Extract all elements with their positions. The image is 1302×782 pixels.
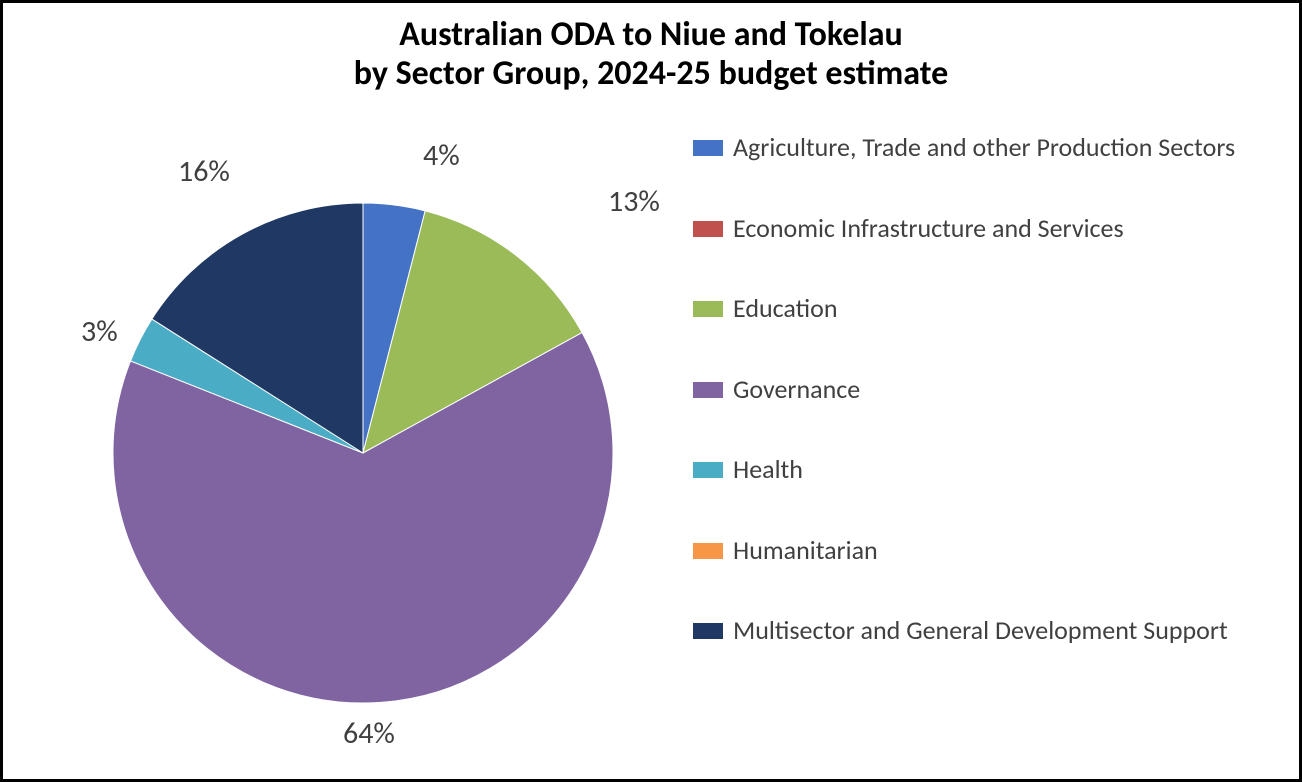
legend-swatch-health (693, 462, 723, 478)
legend-item-agriculture: Agriculture, Trade and other Production … (693, 131, 1283, 164)
legend-item-health: Health (693, 453, 1283, 486)
legend-swatch-governance (693, 382, 723, 398)
slice-label-multisector: 16% (178, 153, 230, 190)
slice-label-health: 3% (81, 313, 118, 350)
slice-label-agriculture: 4% (423, 137, 460, 174)
pie-chart: 4% 13% 64% 3% 16% (63, 133, 663, 753)
legend-label-education: Education (733, 292, 837, 325)
legend: Agriculture, Trade and other Production … (693, 131, 1283, 695)
legend-label-governance: Governance (733, 373, 860, 406)
legend-item-education: Education (693, 292, 1283, 325)
legend-label-health: Health (733, 453, 803, 486)
legend-label-agriculture: Agriculture, Trade and other Production … (733, 131, 1235, 164)
legend-item-multisector: Multisector and General Development Supp… (693, 614, 1283, 647)
chart-frame: Australian ODA to Niue and Tokelau by Se… (0, 0, 1302, 782)
legend-swatch-education (693, 301, 723, 317)
slice-label-governance: 64% (343, 715, 395, 752)
pie-svg (63, 133, 663, 753)
chart-title: Australian ODA to Niue and Tokelau by Se… (3, 15, 1299, 93)
legend-item-governance: Governance (693, 373, 1283, 406)
legend-swatch-humanitarian (693, 543, 723, 559)
legend-label-econ_infra: Economic Infrastructure and Services (733, 212, 1124, 245)
slice-label-education: 13% (608, 183, 660, 220)
legend-item-econ_infra: Economic Infrastructure and Services (693, 212, 1283, 245)
legend-label-multisector: Multisector and General Development Supp… (733, 614, 1228, 647)
chart-title-line2: by Sector Group, 2024-25 budget estimate (3, 54, 1299, 93)
legend-item-humanitarian: Humanitarian (693, 534, 1283, 567)
legend-label-humanitarian: Humanitarian (733, 534, 878, 567)
legend-swatch-multisector (693, 623, 723, 639)
chart-title-line1: Australian ODA to Niue and Tokelau (3, 15, 1299, 54)
legend-swatch-econ_infra (693, 221, 723, 237)
legend-swatch-agriculture (693, 140, 723, 156)
